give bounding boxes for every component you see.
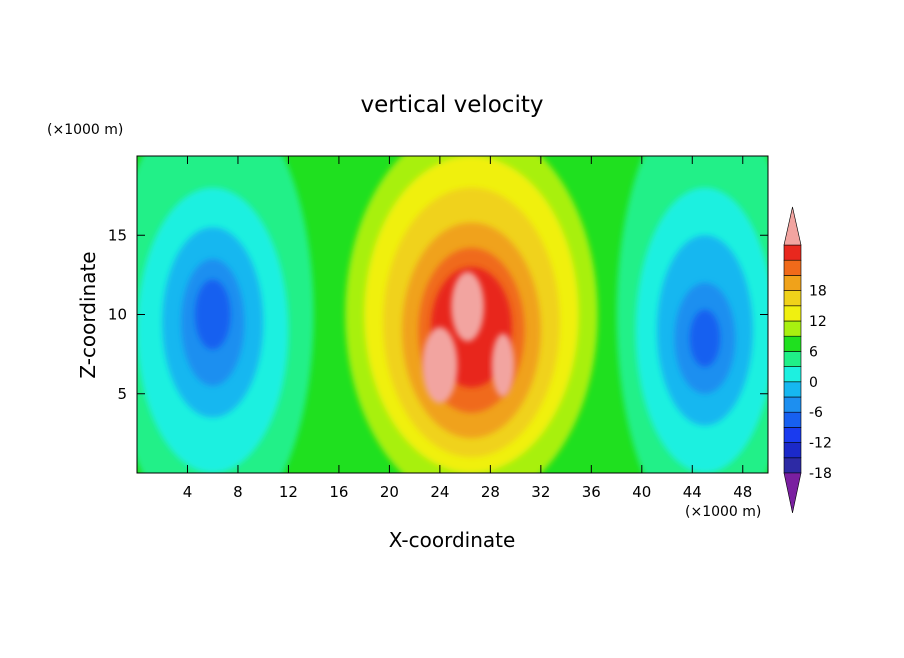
colorbar-label: 6 [809, 344, 818, 360]
colorbar-band [783, 457, 802, 474]
colorbar-band [783, 320, 802, 337]
x-axis-unit: (×1000 m) [685, 504, 761, 520]
colorbar-label: -12 [809, 436, 832, 452]
colorbar-extend-low [783, 472, 802, 514]
colorbar-band [783, 335, 802, 352]
colorbar-band [783, 351, 802, 367]
colorbar-extend-high [783, 206, 802, 246]
colorbar-band [783, 259, 802, 276]
y-tick-label: 15 [108, 226, 127, 244]
x-tick-label: 4 [183, 483, 193, 501]
x-tick-label: 48 [733, 483, 752, 501]
y-axis-label: Z-coordinate [76, 251, 100, 378]
y-axis-unit: (×1000 m) [47, 122, 123, 138]
colorbar-band [783, 305, 802, 322]
x-tick-label: 36 [582, 483, 601, 501]
colorbar-band [783, 366, 802, 383]
colorbar-band [783, 442, 802, 459]
colorbar: 18 12 6 0 -6 -12 -18 [783, 206, 832, 514]
x-tick-label: 8 [233, 483, 243, 501]
x-axis-ticks: 4 8 12 16 20 24 28 32 36 40 44 48 [183, 156, 752, 501]
x-tick-label: 32 [531, 483, 550, 501]
contour-region [195, 279, 231, 350]
colorbar-band [783, 290, 802, 307]
contour-fill [137, 156, 768, 473]
colorbar-band [783, 381, 802, 398]
colorbar-label: 0 [809, 375, 818, 391]
colorbar-band [783, 411, 802, 428]
x-tick-label: 16 [329, 483, 348, 501]
colorbar-band [783, 396, 802, 413]
colorbar-band [783, 244, 802, 261]
x-tick-label: 24 [430, 483, 449, 501]
colorbar-band [783, 427, 802, 443]
contour-region [689, 309, 721, 367]
y-axis-ticks: 5 10 15 [108, 226, 768, 403]
colorbar-label: -6 [809, 405, 823, 421]
x-axis-label: X-coordinate [389, 528, 516, 552]
contour-region [491, 333, 515, 397]
x-tick-label: 12 [279, 483, 298, 501]
y-tick-label: 10 [108, 306, 127, 324]
x-tick-label: 44 [683, 483, 702, 501]
x-tick-label: 20 [380, 483, 399, 501]
colorbar-label: 18 [809, 284, 827, 300]
x-tick-label: 40 [632, 483, 651, 501]
contour-region [422, 327, 458, 404]
contour-region [451, 271, 485, 342]
colorbar-label: -18 [809, 466, 832, 482]
y-tick-label: 5 [117, 385, 127, 403]
x-tick-label: 28 [481, 483, 500, 501]
chart-title: vertical velocity [361, 92, 544, 118]
colorbar-label: 12 [809, 314, 827, 330]
colorbar-band [783, 275, 802, 291]
